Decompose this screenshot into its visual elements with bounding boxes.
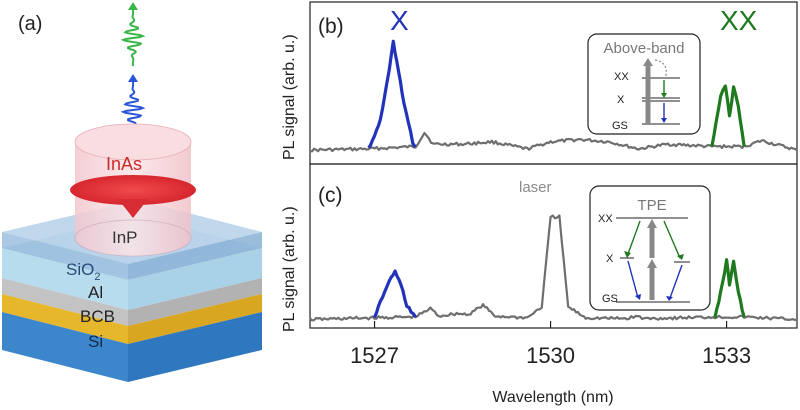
peak-label-xx: XX [720, 5, 758, 36]
tpe-x-arrow-left [627, 260, 639, 299]
tpe-inset-title: TPE [637, 197, 666, 214]
above-band-inset: Above-band XX X GS [587, 33, 701, 135]
tpe-xx-arrowhead-right [677, 254, 684, 260]
above-band-xx-arrowhead [661, 93, 667, 98]
panel-b: (b) PL signal (arb. u.) X XX Above-band … [281, 5, 798, 160]
panel-c-series-x [373, 269, 417, 319]
inp-slab-right [128, 232, 262, 280]
photon-x-arrowhead [128, 74, 138, 82]
panel-a-label: (a) [18, 13, 42, 35]
panel-b-ylabel: PL signal (arb. u.) [281, 34, 298, 160]
layer-bcb-front [2, 294, 128, 344]
layer-label-bcb: BCB [80, 307, 115, 326]
layer-label-si: Si [88, 332, 103, 351]
tpe-xx-arrow-right [663, 220, 681, 259]
panel-c-frame [309, 163, 798, 329]
x-axis-label: Wavelength (nm) [492, 389, 613, 406]
x-axis-ticks: 1527 1530 1533 [350, 321, 751, 368]
layer-label-sio2-sub: 2 [94, 271, 100, 283]
panel-c-ylabel: PL signal (arb. u.) [281, 206, 298, 332]
tpe-inset: TPE XX X GS [589, 185, 711, 311]
tpe-pump-arrowhead-lower [647, 259, 657, 268]
laser-label: laser [519, 179, 552, 196]
tpe-x-arrowhead-left [635, 294, 641, 300]
above-band-pump-arrowhead [643, 58, 653, 66]
above-band-inset-box [587, 33, 701, 135]
panel-b-series [310, 39, 798, 153]
tpe-level-xx: XX [598, 213, 613, 225]
layer-label-sio2: SiO2 [66, 260, 100, 283]
tpe-xx-arrow-left [627, 220, 641, 255]
above-band-level-xx: XX [614, 71, 629, 83]
tpe-level-x: X [606, 253, 614, 265]
panel-b-series-background [310, 131, 798, 153]
tpe-level-gs: GS [602, 293, 618, 305]
panel-c-series-xx [713, 258, 746, 318]
inas-label: InAs [106, 154, 142, 174]
above-band-inset-title: Above-band [604, 40, 685, 57]
layer-bcb-right [128, 294, 262, 344]
plot-frame [309, 1, 798, 329]
layer-label-al: Al [88, 283, 103, 302]
inas-cylinder-top [74, 123, 192, 161]
inp-label: InP [112, 228, 138, 247]
x-axis: 1527 1530 1533 Wavelength (nm) [350, 321, 751, 406]
photon-xx-arrowhead [128, 2, 138, 10]
panel-b-series-xx [710, 84, 746, 147]
tpe-pump-arrowhead-upper [647, 219, 657, 228]
panel-a: (a) InAs InP SiO2 Al BCB Si [2, 2, 262, 382]
panel-c: (c) PL signal (arb. u.) laser TPE XX X G… [281, 179, 798, 332]
x-tick-label: 1527 [350, 343, 399, 368]
x-tick-label: 1530 [526, 343, 575, 368]
layer-label-sio2-text: SiO [66, 260, 94, 279]
quantum-dot-disc [70, 175, 196, 205]
peak-label-x: X [390, 5, 409, 36]
above-band-relax-arrow [654, 59, 667, 77]
quantum-dot-cone [118, 199, 148, 218]
layer-si-front [2, 312, 128, 382]
inp-circle [74, 219, 192, 257]
layer-al-right [128, 278, 262, 326]
panel-c-series [309, 214, 798, 322]
tpe-x-arrowhead-right [666, 296, 673, 301]
photon-xx-icon [120, 2, 146, 67]
panel-c-label: (c) [318, 184, 343, 207]
photon-xx-wave [120, 9, 146, 67]
above-band-level-x: X [617, 94, 625, 106]
above-band-level-gs: GS [612, 120, 628, 132]
panel-b-series-x [367, 39, 417, 149]
layer-sio2-front [2, 248, 128, 310]
inp-slab-front [2, 232, 128, 280]
tpe-xx-arrowhead-left [624, 251, 631, 258]
tpe-x-arrow-right [669, 264, 683, 299]
panel-b-label: (b) [318, 15, 344, 38]
x-tick-label: 1533 [702, 343, 751, 368]
layer-sio2-right [128, 248, 262, 310]
layer-al-front [2, 278, 128, 326]
above-band-x-arrowhead [661, 118, 667, 123]
layer-si-right [128, 312, 262, 382]
